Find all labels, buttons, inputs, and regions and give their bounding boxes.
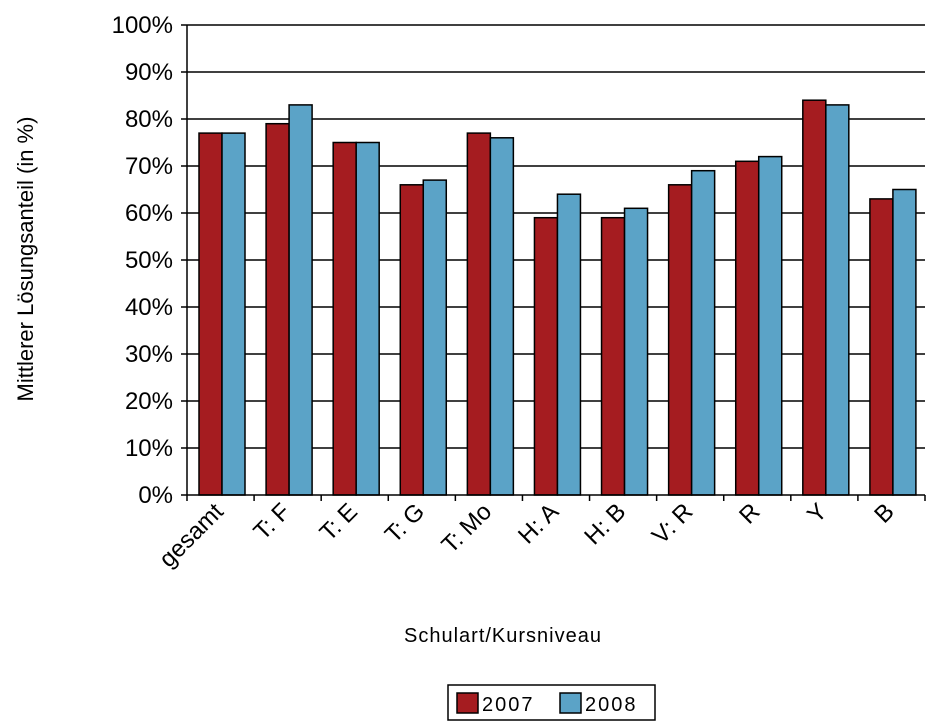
y-tick-label: 0%: [138, 482, 173, 509]
bar-2008-T-F: [288, 104, 313, 496]
x-axis-title: Schulart/Kursniveau: [404, 625, 602, 647]
legend-label-2007: 2007: [482, 694, 535, 716]
bar-2008-H-A: [556, 193, 582, 496]
y-tick-label: 60%: [125, 200, 173, 227]
bar-2007-gesamt: [198, 132, 223, 496]
x-category-label: V: R: [647, 498, 698, 549]
x-category-label: gesamt: [154, 498, 229, 573]
x-category-label: T: G: [380, 498, 430, 548]
bar-2007-Y: [802, 99, 827, 496]
bar-2007-T-Mo: [466, 132, 492, 496]
bar-2008-gesamt: [221, 132, 246, 496]
bar-2007-T-F: [265, 122, 290, 496]
bar-2008-Y: [825, 104, 850, 496]
y-axis-title: Mittlerer Lösungsanteil (in %): [13, 117, 38, 402]
bar-2007-B: [869, 198, 894, 496]
bar-2008-T-G: [422, 179, 448, 496]
x-category-label: T: F: [249, 498, 296, 545]
bar-2007-T-G: [399, 184, 425, 496]
x-category-label: T: Mo: [437, 498, 498, 559]
bar-2007-T-E: [332, 141, 357, 496]
x-category-label: H: B: [579, 498, 631, 550]
x-axis-category-labels: gesamt T: F T: E T: G T: Mo H: A H: B V: R R Y B: [154, 498, 900, 573]
y-tick-label: 40%: [125, 294, 173, 321]
legend-frame: [447, 684, 656, 721]
bar-2008-V-R: [690, 169, 716, 496]
bar-2008-B: [892, 188, 917, 496]
bar-2008-H-B: [623, 207, 649, 496]
x-category-label: H: A: [513, 498, 564, 549]
x-axis-ticks: [186, 495, 926, 501]
bar-2007-V-R: [667, 184, 693, 496]
legend: 2007 2008: [447, 684, 656, 721]
y-tick-label: 50%: [125, 247, 173, 274]
bar-2008-T-Mo: [489, 137, 515, 496]
y-tick-label: 70%: [125, 153, 173, 180]
bar-2007-H-A: [533, 216, 559, 496]
y-tick-label: 80%: [125, 106, 173, 133]
y-tick-label: 20%: [125, 388, 173, 415]
bar-2008-R: [757, 155, 783, 496]
y-tick-label: 10%: [125, 435, 173, 462]
bar-2008-T-E: [355, 141, 380, 496]
bars: [198, 99, 917, 496]
y-axis-tick-labels: 0% 10% 20% 30% 40% 50% 60% 70% 80% 90% 100%: [112, 12, 173, 509]
bar-2007-R: [734, 160, 760, 496]
x-category-label: B: [869, 498, 899, 528]
x-category-label: Y: [802, 498, 832, 528]
bar-2007-H-B: [600, 216, 626, 496]
y-tick-label: 30%: [125, 341, 173, 368]
x-category-label: R: [734, 498, 765, 529]
x-category-label: T: E: [315, 498, 363, 546]
legend-swatch-2007: [456, 692, 479, 714]
y-tick-label: 100%: [112, 12, 173, 39]
legend-label-2008: 2008: [585, 694, 638, 716]
y-tick-label: 90%: [125, 59, 173, 86]
legend-swatch-2008: [559, 692, 582, 714]
